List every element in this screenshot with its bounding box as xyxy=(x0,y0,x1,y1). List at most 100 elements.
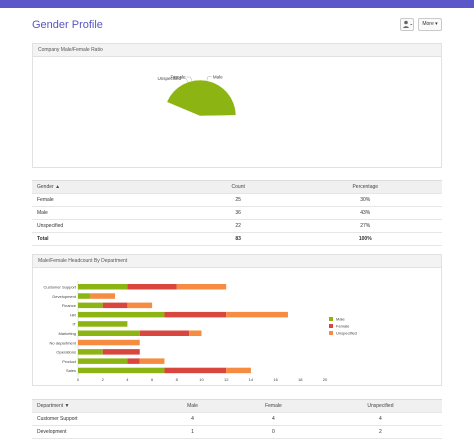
bar-segment-female[interactable] xyxy=(164,311,227,318)
cell-unspecified: 4 xyxy=(318,412,442,426)
bar-segment-female[interactable] xyxy=(127,358,140,364)
cell-percentage: 100% xyxy=(288,232,442,246)
column-header-female[interactable]: Female xyxy=(227,399,319,413)
pie-label-connector xyxy=(186,76,193,81)
bar-segment-male[interactable] xyxy=(78,349,103,355)
x-tick-label: 0 xyxy=(77,377,80,382)
pie-slice-male[interactable] xyxy=(166,79,237,117)
cell-male: 4 xyxy=(157,412,228,426)
cell-count: 22 xyxy=(187,219,289,233)
column-header-department[interactable]: Department ▼ xyxy=(32,399,157,413)
bar-segment-unspecified[interactable] xyxy=(78,339,140,346)
column-header-count[interactable]: Count xyxy=(187,180,289,194)
pie-label-connector xyxy=(181,78,189,83)
bar-segment-unspecified[interactable] xyxy=(127,302,153,309)
x-tick-label: 2 xyxy=(102,377,105,382)
bar-segment-female[interactable] xyxy=(139,330,190,337)
column-header-gender[interactable]: Gender ▲ xyxy=(32,180,188,194)
bar-segment-male[interactable] xyxy=(78,330,140,337)
y-tick-label: Customer Support xyxy=(44,285,77,290)
top-accent-bar xyxy=(0,0,474,8)
cell-gender: Unspecified xyxy=(32,219,188,233)
cell-count: 25 xyxy=(187,193,289,207)
bar-segment-male[interactable] xyxy=(78,302,103,309)
x-tick-label: 16 xyxy=(273,377,278,382)
y-tick-label: Development xyxy=(52,294,76,299)
table-header-row: Gender ▲ Count Percentage xyxy=(32,180,442,194)
bar-chart-title: Male/Female Headcount By Department xyxy=(33,255,441,268)
cell-female: 0 xyxy=(227,425,319,439)
more-button[interactable]: More ▾ xyxy=(418,18,442,31)
y-tick-label: Marketing xyxy=(58,331,76,336)
pie-label-male: Male xyxy=(213,74,223,79)
x-tick-label: 8 xyxy=(176,377,179,382)
cell-male: 1 xyxy=(157,425,228,439)
table-row: Customer Support 4 4 4 xyxy=(32,412,442,426)
legend-label-female[interactable]: Female xyxy=(336,324,350,329)
bar-segment-male[interactable] xyxy=(78,367,165,374)
y-tick-label: Sales xyxy=(66,368,76,373)
bar-segment-male[interactable] xyxy=(78,311,165,318)
user-icon xyxy=(402,20,413,28)
x-tick-label: 4 xyxy=(126,377,129,382)
cell-percentage: 27% xyxy=(288,219,442,233)
cell-count: 83 xyxy=(187,232,289,246)
table-row: Development 1 0 2 xyxy=(32,425,442,439)
page-title: Gender Profile xyxy=(32,19,103,31)
bar-segment-male[interactable] xyxy=(78,293,91,299)
legend-swatch-unspecified xyxy=(329,331,333,335)
bar-segment-unspecified[interactable] xyxy=(189,330,202,337)
bar-segment-unspecified[interactable] xyxy=(90,293,116,299)
cell-percentage: 43% xyxy=(288,206,442,220)
table-row: Male 36 43% xyxy=(32,206,442,220)
bar-segment-female[interactable] xyxy=(164,367,227,374)
y-tick-label: Operations xyxy=(56,350,76,355)
x-tick-label: 20 xyxy=(323,377,328,382)
bar-segment-male[interactable] xyxy=(78,321,128,327)
bar-segment-male[interactable] xyxy=(78,284,128,290)
column-header-male[interactable]: Male xyxy=(157,399,228,413)
x-tick-label: 12 xyxy=(224,377,229,382)
pie-label-connector xyxy=(206,76,212,81)
table-row: Unspecified 22 27% xyxy=(32,219,442,233)
legend-label-unspecified[interactable]: Unspecified xyxy=(336,331,357,336)
cell-percentage: 30% xyxy=(288,193,442,207)
department-table: Department ▼ Male Female Unspecified Cus… xyxy=(32,399,442,439)
bar-segment-unspecified[interactable] xyxy=(226,367,251,374)
legend-label-male[interactable]: Male xyxy=(336,317,345,322)
legend-swatch-male xyxy=(329,317,333,321)
gender-summary-table: Gender ▲ Count Percentage Female 25 30% … xyxy=(32,180,442,246)
y-tick-label: HR xyxy=(70,312,76,317)
x-tick-label: 18 xyxy=(298,377,303,382)
column-header-unspecified[interactable]: Unspecified xyxy=(318,399,442,413)
user-menu-button[interactable] xyxy=(400,18,414,31)
y-tick-label: IT xyxy=(72,322,76,327)
cell-gender: Total xyxy=(32,232,188,246)
bar-segment-female[interactable] xyxy=(102,302,128,309)
bar-segment-unspecified[interactable] xyxy=(226,311,288,318)
y-tick-label: Product xyxy=(62,359,77,364)
pie-chart-panel: Company Male/Female Ratio Female Unspecif… xyxy=(32,43,442,168)
cell-department: Development xyxy=(32,425,157,439)
x-tick-label: 14 xyxy=(249,377,254,382)
bar-segment-male[interactable] xyxy=(78,358,128,364)
cell-unspecified: 2 xyxy=(318,425,442,439)
table-header-row: Department ▼ Male Female Unspecified xyxy=(32,399,442,413)
cell-count: 36 xyxy=(187,206,289,220)
bar-segment-unspecified[interactable] xyxy=(176,284,227,290)
bar-chart-panel: Male/Female Headcount By Department Cust… xyxy=(32,254,442,386)
bar-segment-unspecified[interactable] xyxy=(139,358,165,364)
pie-label-unspecified: Unspecified xyxy=(157,76,181,81)
legend-swatch-female xyxy=(329,324,333,328)
column-header-percentage[interactable]: Percentage xyxy=(288,180,442,194)
bar-chart: Customer Support Development Finance HR IT Ma… xyxy=(44,281,357,382)
bar-segment-female[interactable] xyxy=(102,349,140,355)
table-row: Female 25 30% xyxy=(32,193,442,207)
bar-segment-female[interactable] xyxy=(127,284,177,290)
cell-gender: Female xyxy=(32,193,188,207)
table-total-row: Total 83 100% xyxy=(32,232,442,246)
pie-label-female: Female xyxy=(171,75,187,80)
cell-department: Customer Support xyxy=(32,412,157,426)
y-tick-label: Finance xyxy=(62,303,77,308)
